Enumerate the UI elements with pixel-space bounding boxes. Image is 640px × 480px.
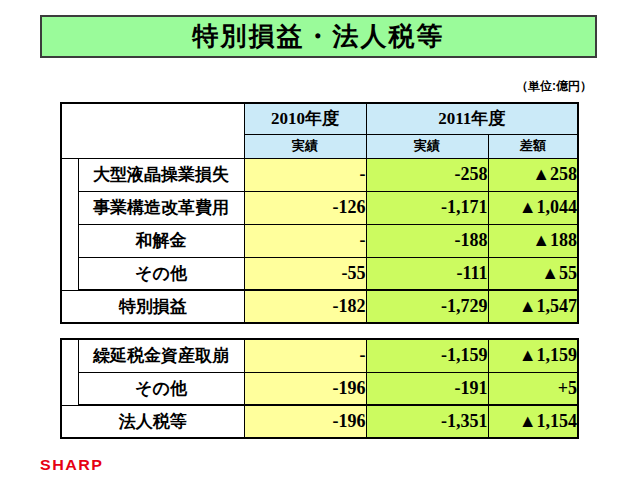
group-strip [61,158,78,290]
row-label: その他 [78,257,244,290]
value-2010: -126 [244,191,366,224]
value-2011-diff: ▲188 [488,224,578,257]
row-label: 大型液晶操業損失 [78,158,244,191]
sharp-logo: SHARP [40,456,104,473]
value-2011-actual: -258 [366,158,488,191]
value-2010: - [244,339,366,372]
value-2010: - [244,224,366,257]
total-value-2010: -196 [244,405,366,438]
value-2010: -196 [244,372,366,405]
header-fy2011-diff: 差額 [488,134,578,158]
group-strip [61,339,78,405]
value-2011-diff: ▲1,159 [488,339,578,372]
value-2011-diff: +5 [488,372,578,405]
total-value-2011-diff: ▲1,547 [488,290,578,323]
header-fy2010-actual: 実績 [244,134,366,158]
slide-title-banner: 特別損益・法人税等 [40,15,597,58]
total-row-label: 特別損益 [61,290,244,323]
header-fy2010: 2010年度 [244,103,366,134]
income-tax-table: 繰延税金資産取崩 - -1,159 ▲1,159 その他 -196 -191 +… [60,338,579,439]
value-2011-actual: -188 [366,224,488,257]
value-2011-actual: -191 [366,372,488,405]
extraordinary-items-table: 2010年度 2011年度 実績 実績 差額 大型液晶操業損失 - -258 ▲… [60,102,579,324]
header-fy2011-actual: 実績 [366,134,488,158]
total-value-2011-actual: -1,351 [366,405,488,438]
value-2011-actual: -111 [366,257,488,290]
unit-label: （単位:億円） [516,78,592,95]
value-2010: - [244,158,366,191]
row-label: その他 [78,372,244,405]
value-2011-diff: ▲55 [488,257,578,290]
row-label: 事業構造改革費用 [78,191,244,224]
value-2011-actual: -1,171 [366,191,488,224]
total-value-2011-diff: ▲1,154 [488,405,578,438]
header-fy2011: 2011年度 [366,103,578,134]
total-value-2010: -182 [244,290,366,323]
total-row-label: 法人税等 [61,405,244,438]
value-2010: -55 [244,257,366,290]
value-2011-actual: -1,159 [366,339,488,372]
slide-title: 特別損益・法人税等 [193,19,445,54]
row-label: 繰延税金資産取崩 [78,339,244,372]
value-2011-diff: ▲258 [488,158,578,191]
total-value-2011-actual: -1,729 [366,290,488,323]
header-empty-cell [61,103,244,158]
value-2011-diff: ▲1,044 [488,191,578,224]
row-label: 和解金 [78,224,244,257]
